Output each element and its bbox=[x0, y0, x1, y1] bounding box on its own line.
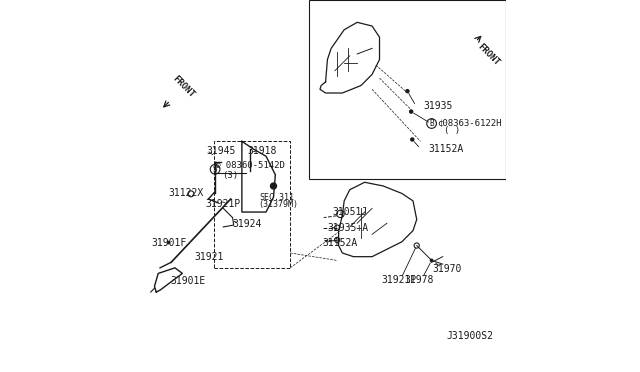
Circle shape bbox=[410, 137, 415, 142]
Text: ¢08363-6122H: ¢08363-6122H bbox=[437, 119, 502, 128]
Text: (31379M): (31379M) bbox=[258, 200, 298, 209]
Text: 31978: 31978 bbox=[405, 275, 434, 285]
Text: 31901E: 31901E bbox=[170, 276, 205, 286]
Circle shape bbox=[429, 259, 433, 262]
Circle shape bbox=[167, 241, 170, 244]
Text: 31921P: 31921P bbox=[206, 199, 241, 209]
Text: 31945: 31945 bbox=[207, 146, 236, 155]
Text: © 08360-5142D: © 08360-5142D bbox=[215, 161, 285, 170]
Text: 31918: 31918 bbox=[248, 146, 277, 155]
Bar bbox=[214, 141, 291, 268]
Text: FRONT: FRONT bbox=[172, 74, 196, 99]
Text: S: S bbox=[212, 165, 218, 174]
Text: (3): (3) bbox=[222, 171, 238, 180]
Text: 31935: 31935 bbox=[424, 101, 452, 111]
Text: 31970: 31970 bbox=[433, 264, 461, 273]
Text: 31051J: 31051J bbox=[332, 207, 367, 217]
Text: B: B bbox=[429, 119, 434, 128]
Text: 31935+A: 31935+A bbox=[327, 223, 368, 232]
Circle shape bbox=[271, 183, 276, 189]
Text: J31900S2: J31900S2 bbox=[447, 331, 493, 340]
Text: SEC.311: SEC.311 bbox=[260, 193, 295, 202]
Circle shape bbox=[409, 109, 413, 114]
Text: 31921: 31921 bbox=[195, 253, 224, 262]
Text: 31921P: 31921P bbox=[381, 275, 417, 285]
Bar bbox=[309, 0, 506, 179]
Text: 31924: 31924 bbox=[232, 219, 262, 229]
Circle shape bbox=[405, 89, 410, 93]
Text: 31901F: 31901F bbox=[152, 238, 187, 247]
Text: 31152A: 31152A bbox=[322, 238, 357, 247]
Text: 31122X: 31122X bbox=[168, 188, 204, 198]
Text: 31152A: 31152A bbox=[428, 144, 463, 154]
Text: ( ): ( ) bbox=[444, 126, 460, 135]
Text: FRONT: FRONT bbox=[476, 42, 502, 67]
